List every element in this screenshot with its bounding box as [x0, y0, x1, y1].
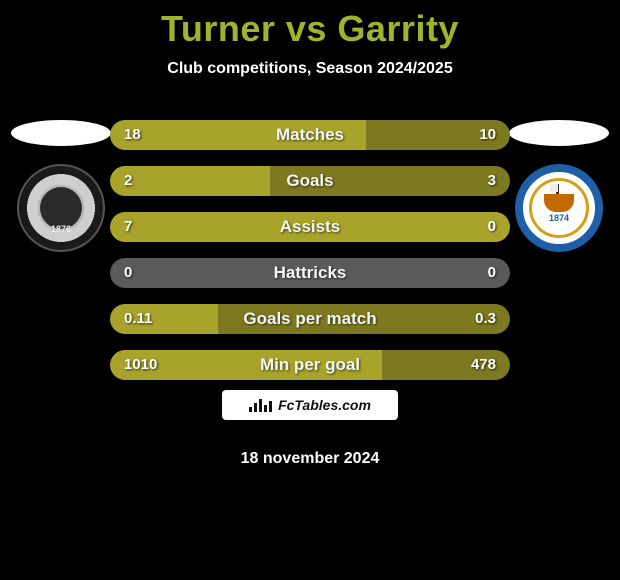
right-team-crest-year: 1874: [549, 213, 569, 223]
right-team-column: 1874: [504, 120, 614, 252]
brand-bars-icon: [249, 398, 272, 412]
stat-label: Assists: [110, 212, 510, 242]
ship-icon: [544, 194, 574, 212]
left-team-crest: 1876: [17, 164, 105, 252]
stat-row: Goals2 3: [110, 166, 510, 196]
stat-row: Matches18 10: [110, 120, 510, 150]
stat-row: Assists7 0: [110, 212, 510, 242]
stat-row: Min per goal1010 478: [110, 350, 510, 380]
stat-right-value: 0.3: [475, 304, 496, 334]
stat-left-value: 0: [124, 258, 132, 288]
right-team-crest: 1874: [515, 164, 603, 252]
footer-date: 18 november 2024: [0, 450, 620, 468]
subtitle: Club competitions, Season 2024/2025: [0, 60, 620, 78]
right-team-marker-ellipse: [509, 120, 609, 146]
left-team-crest-year: 1876: [19, 224, 103, 234]
stat-right-value: 3: [488, 166, 496, 196]
stat-left-value: 18: [124, 120, 141, 150]
left-team-marker-ellipse: [11, 120, 111, 146]
stat-label: Goals: [110, 166, 510, 196]
stat-row: Hattricks0 0: [110, 258, 510, 288]
stat-label: Matches: [110, 120, 510, 150]
stat-label: Goals per match: [110, 304, 510, 334]
stat-bars: Matches1810Goals23Assists70Hattricks00Go…: [110, 120, 510, 380]
brand-label: FcTables.com: [278, 397, 371, 413]
stat-left-value: 7: [124, 212, 132, 242]
stat-right-value: 0: [488, 258, 496, 288]
stat-right-value: 10: [479, 120, 496, 150]
stat-right-value: 0: [488, 212, 496, 242]
stat-row: Goals per match0.11 0.3: [110, 304, 510, 334]
stat-left-value: 1010: [124, 350, 157, 380]
stat-left-value: 0.11: [124, 304, 152, 334]
stat-label: Hattricks: [110, 258, 510, 288]
stat-right-value: 478: [471, 350, 496, 380]
brand-badge[interactable]: FcTables.com: [222, 390, 398, 420]
stat-label: Min per goal: [110, 350, 510, 380]
stat-left-value: 2: [124, 166, 132, 196]
left-team-column: 1876: [6, 120, 116, 252]
page-title: Turner vs Garrity: [0, 0, 620, 50]
